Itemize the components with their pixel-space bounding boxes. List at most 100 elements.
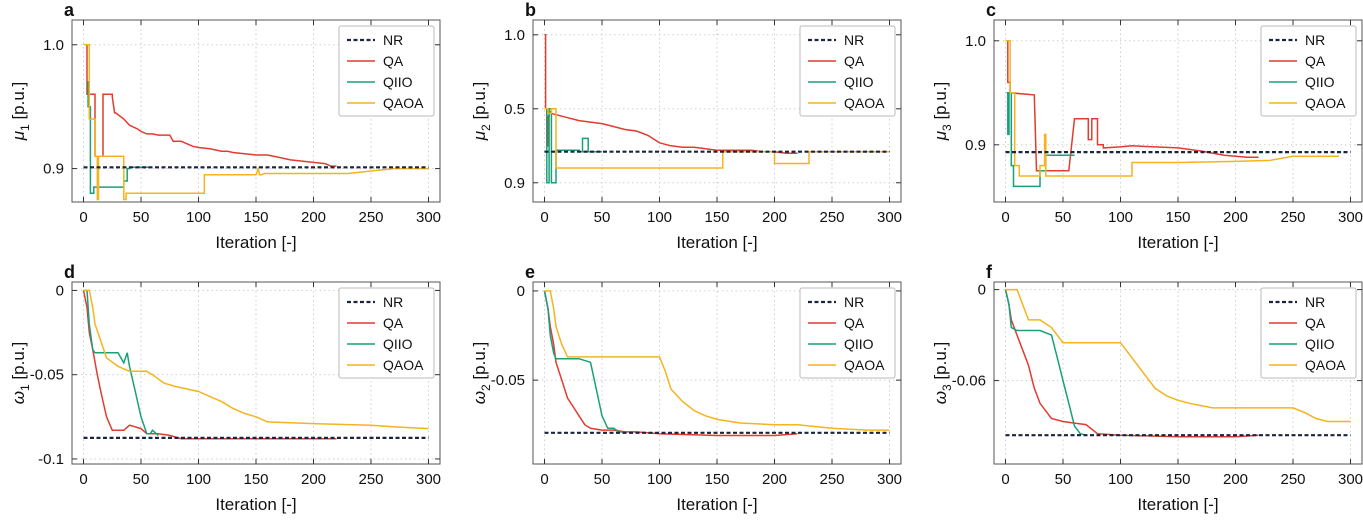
y-axis-label: ω3 [p.u.] — [931, 342, 954, 404]
series-qiio — [1004, 289, 1087, 436]
legend-label-qiio: QIIO — [1305, 336, 1335, 352]
x-tick-label: 50 — [594, 209, 611, 226]
series-qa — [83, 44, 337, 167]
x-tick-label: 50 — [1055, 471, 1072, 488]
y-tick-label: -0.05 — [30, 367, 64, 384]
legend-label-qiio: QIIO — [383, 74, 413, 90]
y-tick-label: 0.9 — [965, 137, 986, 154]
y-tick-label: 0 — [517, 283, 525, 300]
x-tick-label: 0 — [1001, 209, 1009, 226]
x-tick-label: 150 — [704, 471, 729, 488]
x-tick-label: 100 — [1108, 209, 1133, 226]
series-qiio — [83, 289, 159, 436]
series-qaoa — [544, 108, 890, 169]
legend: NR QA QIIO QAOA — [1260, 287, 1357, 379]
x-tick-label: 250 — [358, 209, 383, 226]
legend-box — [338, 25, 435, 117]
panel-label: d — [64, 262, 75, 282]
legend-box — [799, 287, 896, 379]
series-qa — [543, 290, 798, 437]
legend-label-qiio: QIIO — [844, 336, 874, 352]
x-axis-label: Iteration [-] — [1137, 233, 1218, 252]
panel-f: 0 50 100 150 200 250 300 0 -0.06 Iteration [-] ω3 … — [931, 262, 1363, 514]
x-axis-label: Iteration [-] — [1137, 495, 1218, 514]
legend: NR QA QIIO QAOA — [338, 25, 435, 117]
x-axis-label: Iteration [-] — [215, 233, 296, 252]
x-tick-label: 300 — [877, 209, 902, 226]
x-tick-label: 50 — [594, 471, 611, 488]
panel-label: e — [525, 262, 535, 282]
y-axis-label: μ3 [p.u.] — [931, 82, 954, 142]
series-qa — [544, 34, 798, 154]
legend: NR QA QIIO QAOA — [338, 287, 435, 379]
y-tick-label: 1.0 — [504, 27, 525, 44]
x-tick-label: 100 — [186, 209, 211, 226]
y-tick-label: 0 — [56, 282, 64, 299]
panel-c: 0 50 100 150 200 250 300 1.0 0.9 Iteration [-] μ3 … — [931, 0, 1363, 252]
y-tick-label: 0 — [978, 282, 986, 299]
x-tick-label: 100 — [186, 471, 211, 488]
legend-label-qaoa: QAOA — [844, 357, 885, 373]
x-tick-label: 0 — [79, 471, 87, 488]
x-tick-label: 150 — [1165, 471, 1190, 488]
legend-label-qa: QA — [383, 53, 404, 69]
x-tick-label: 150 — [243, 209, 268, 226]
y-tick-label: 0.9 — [504, 175, 525, 192]
panel-d: 0 50 100 150 200 250 300 0 -0.05 -0.1 Iteration [-… — [9, 262, 441, 514]
x-axis-label: Iteration [-] — [676, 495, 757, 514]
legend-label-nr: NR — [844, 294, 864, 310]
x-tick-label: 250 — [819, 471, 844, 488]
legend-label-qiio: QIIO — [383, 336, 413, 352]
y-tick-label: -0.06 — [952, 373, 986, 390]
legend-label-qiio: QIIO — [1305, 74, 1335, 90]
x-tick-label: 150 — [704, 209, 729, 226]
series-qa — [82, 290, 337, 440]
y-tick-label: 1.0 — [43, 37, 64, 54]
y-tick-label: 0.5 — [504, 101, 525, 118]
y-axis-label: μ1 [p.u.] — [9, 82, 32, 142]
x-tick-label: 200 — [762, 471, 787, 488]
x-tick-label: 300 — [416, 471, 441, 488]
x-tick-label: 250 — [1280, 471, 1305, 488]
y-tick-label: 0.9 — [43, 161, 64, 178]
panel-label: b — [525, 0, 536, 20]
legend-label-qaoa: QAOA — [1305, 95, 1346, 111]
legend: NR QA QIIO QAOA — [799, 287, 896, 379]
series-qiio — [87, 81, 153, 195]
x-tick-label: 300 — [416, 209, 441, 226]
legend: NR QA QIIO QAOA — [1260, 25, 1357, 117]
x-tick-label: 0 — [79, 209, 87, 226]
legend-box — [338, 287, 435, 379]
series-qaoa — [83, 289, 429, 430]
legend-label-qaoa: QAOA — [383, 357, 424, 373]
legend: NR QA QIIO QAOA — [799, 25, 896, 117]
legend-label-qaoa: QAOA — [383, 95, 424, 111]
panel-a: 0 50 100 150 200 250 300 1.0 0.9 Iteration [-] μ1 … — [9, 0, 441, 252]
x-tick-label: 250 — [1280, 209, 1305, 226]
y-axis-label: ω1 [p.u.] — [9, 342, 32, 404]
legend-label-qa: QA — [383, 315, 404, 331]
series-qa — [1004, 289, 1259, 438]
legend-label-nr: NR — [1305, 294, 1325, 310]
x-tick-label: 200 — [301, 471, 326, 488]
legend-label-nr: NR — [844, 32, 864, 48]
legend-label-qa: QA — [1305, 315, 1326, 331]
x-tick-label: 250 — [819, 209, 844, 226]
panel-e: 0 50 100 150 200 250 300 0 -0.05 Iteration [-] ω2 … — [470, 262, 902, 514]
x-tick-label: 0 — [540, 471, 548, 488]
panel-label: a — [64, 0, 75, 20]
legend-label-qa: QA — [844, 53, 865, 69]
x-tick-label: 200 — [301, 209, 326, 226]
x-tick-label: 0 — [540, 209, 548, 226]
x-tick-label: 0 — [1001, 471, 1009, 488]
legend-label-nr: NR — [1305, 32, 1325, 48]
legend-label-qiio: QIIO — [844, 74, 874, 90]
x-tick-label: 50 — [1055, 209, 1072, 226]
x-tick-label: 50 — [133, 209, 150, 226]
legend-box — [1260, 25, 1357, 117]
y-tick-label: -0.05 — [491, 372, 525, 389]
x-tick-label: 150 — [243, 471, 268, 488]
y-axis-label: ω2 [p.u.] — [470, 342, 493, 404]
panel-label: f — [986, 262, 993, 282]
